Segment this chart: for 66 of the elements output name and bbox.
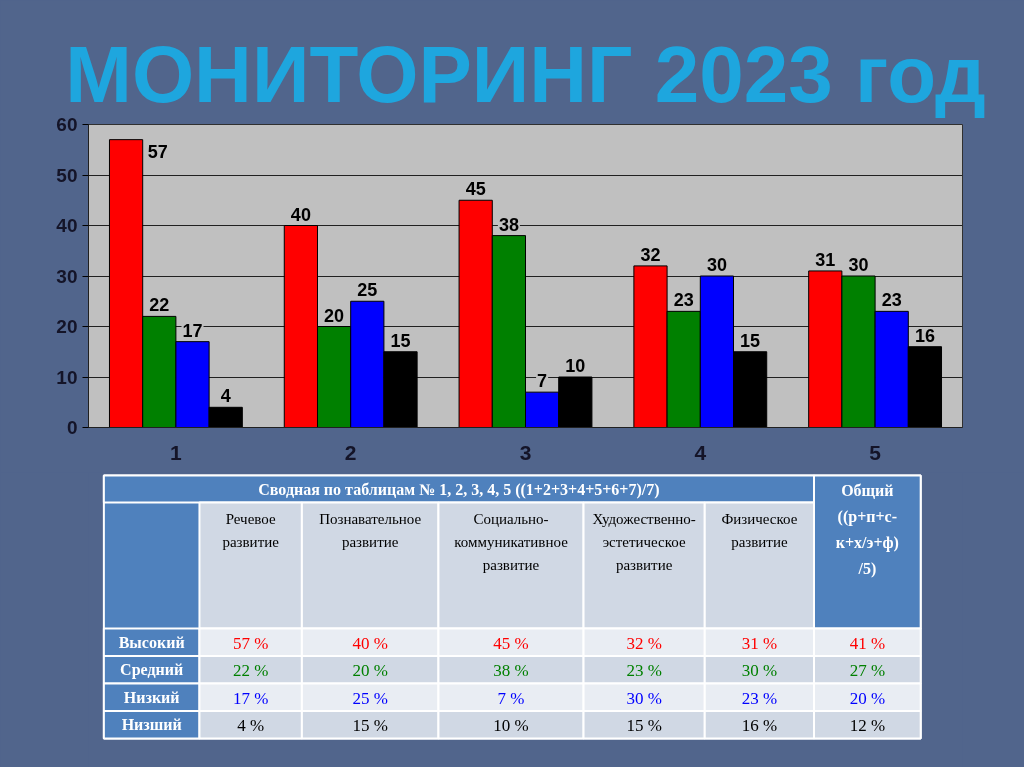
text: 15 %: [626, 716, 662, 735]
data-label: 22: [149, 295, 170, 316]
data-label: 40: [290, 204, 311, 225]
x-tick-label: 4: [694, 440, 707, 464]
data-label: 17: [182, 320, 203, 341]
text: 38 %: [493, 661, 529, 680]
data-label: 4: [220, 386, 231, 407]
text: 15 %: [352, 716, 388, 735]
x-tick-label: 5: [869, 440, 882, 464]
x-tick-label: 3: [519, 440, 532, 464]
data-label: 23: [881, 290, 902, 311]
data-label: 23: [673, 290, 694, 311]
data-label: 38: [498, 214, 519, 235]
text: 20 %: [849, 688, 886, 708]
text: Общий ((р+п+с-к+х/э+ф) /5): [835, 481, 899, 578]
data-label: 45: [465, 179, 486, 200]
data-label: 31: [815, 249, 836, 270]
text: 22 %: [232, 661, 269, 680]
data-label: 10: [565, 356, 586, 376]
text: 45 %: [493, 633, 529, 653]
text: 27 %: [849, 661, 886, 680]
x-tick-label: 1: [170, 440, 183, 464]
data-label: 15: [740, 330, 761, 351]
text: 17 %: [232, 688, 269, 708]
x-tick-label: 2: [344, 440, 357, 464]
text: Познавательное развитие: [319, 510, 422, 550]
text: 23 %: [626, 661, 662, 680]
text: 31 %: [741, 633, 778, 653]
data-label: 32: [640, 244, 661, 265]
text: Социально-коммуникативное развитие: [454, 510, 569, 573]
text: 57 %: [232, 633, 269, 653]
text: 4 %: [237, 716, 265, 735]
text: 40 %: [352, 633, 388, 653]
y-tick-label: 20: [56, 316, 78, 337]
data-label: 20: [324, 305, 345, 326]
text: Сводная по таблицам № 1, 2, 3, 4, 5 ((1+2+3+4+5+6+7)/7): [258, 480, 660, 499]
data-label: 57: [147, 141, 168, 162]
text: 20 %: [352, 661, 388, 680]
text: 41 %: [849, 633, 886, 653]
y-tick-label: 40: [56, 215, 78, 236]
text: 10 %: [493, 716, 529, 735]
text: Средний: [120, 661, 184, 679]
text: 25 %: [352, 688, 388, 708]
text: 23 %: [741, 688, 778, 708]
data-label: 7: [537, 371, 548, 392]
y-tick-label: 10: [56, 366, 78, 388]
data-label: 16: [914, 325, 935, 346]
y-tick-label: 30: [56, 265, 78, 287]
text: Низкий: [123, 688, 180, 706]
data-label: 30: [848, 255, 869, 275]
text: 30 %: [626, 688, 662, 708]
text: 16 %: [741, 716, 778, 735]
text: Художественно-эстетическое развитие: [592, 510, 696, 573]
text: 32 %: [626, 633, 662, 653]
data-label: 25: [357, 280, 378, 301]
text: 7 %: [497, 688, 525, 708]
data-label: 15: [390, 330, 411, 351]
data-label: 30: [706, 255, 727, 275]
y-tick-label: 50: [56, 164, 78, 186]
text: Речевое развитие: [222, 510, 280, 550]
y-tick-label: 0: [66, 417, 78, 438]
text: 30 %: [741, 661, 778, 680]
text: Физическое развитие: [721, 510, 798, 550]
text: Высокий: [118, 633, 185, 651]
text: 12 %: [849, 716, 886, 735]
text: Низший: [121, 716, 182, 733]
